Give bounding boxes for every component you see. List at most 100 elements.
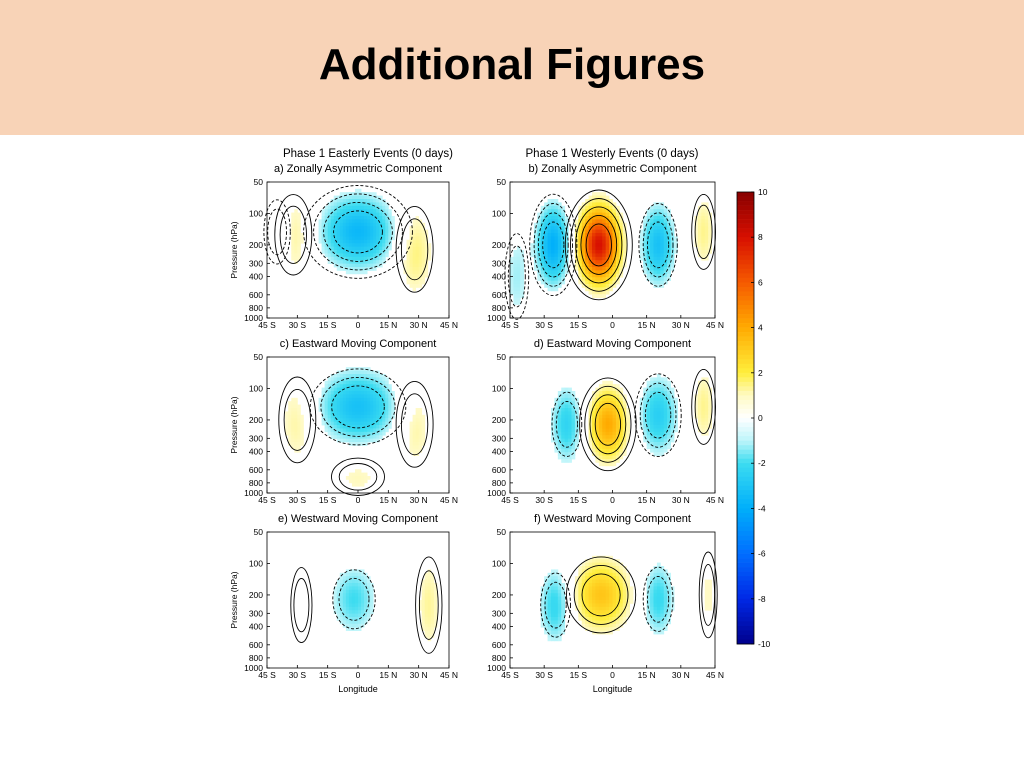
panel-title-c: c) Eastward Moving Component: [280, 338, 437, 350]
x-tick-label: 15 N: [379, 670, 397, 680]
y-tick-label: 400: [249, 271, 263, 281]
contours-c: [278, 368, 434, 496]
column-title-right: Phase 1 Westerly Events (0 days): [526, 148, 699, 160]
y-tick-label: 300: [492, 608, 506, 618]
shading-a: [291, 188, 432, 292]
x-tick-label: 45 S: [501, 495, 519, 505]
panels: a) Zonally Asymmetric Component 50 100 200 3…: [229, 163, 724, 694]
x-tick-label: 30 S: [289, 495, 307, 505]
x-tick-label: 45 S: [258, 670, 276, 680]
x-tick-label: 15 N: [379, 495, 397, 505]
slide-title: Additional Figures: [318, 40, 706, 89]
y-tick-label: 50: [254, 352, 264, 362]
x-axis-label: Longitude: [338, 684, 378, 694]
x-tick-label: 30 S: [535, 320, 553, 330]
y-axis-label: Pressure (hPa): [229, 396, 239, 453]
y-tick-label: 400: [249, 621, 263, 631]
y-tick-label: 100: [492, 383, 506, 393]
x-tick-label: 15 S: [570, 320, 588, 330]
x-tick-label: 45 S: [501, 320, 519, 330]
x-tick-label: 30 S: [535, 670, 553, 680]
x-tick-label: 45 N: [706, 495, 724, 505]
x-tick-label: 15 S: [570, 670, 588, 680]
y-tick-label: 800: [492, 303, 506, 313]
contours-a: [263, 185, 434, 293]
y-tick-label: 100: [249, 208, 263, 218]
y-tick-label: 600: [492, 290, 506, 300]
y-tick-label: 100: [249, 558, 263, 568]
colorbar-tick-label: 4: [758, 323, 763, 333]
y-tick-label: 100: [492, 558, 506, 568]
x-tick-label: 0: [356, 495, 361, 505]
colorbar-tick-label: 6: [758, 277, 763, 287]
y-tick-label: 50: [254, 527, 264, 537]
y-tick-label: 600: [249, 290, 263, 300]
y-tick-label: 300: [249, 433, 263, 443]
y-tick-label: 50: [497, 527, 507, 537]
y-tick-label: 800: [249, 478, 263, 488]
x-tick-label: 30 S: [289, 320, 307, 330]
column-title-left: Phase 1 Easterly Events (0 days): [283, 148, 453, 160]
y-axis-label: Pressure (hPa): [229, 221, 239, 278]
x-tick-label: 30 N: [410, 670, 428, 680]
y-tick-label: 400: [492, 271, 506, 281]
x-axis-label: Longitude: [593, 684, 633, 694]
contours-f: [540, 551, 718, 639]
y-axis-label: Pressure (hPa): [229, 571, 239, 628]
figure-svg: Phase 1 Easterly Events (0 days) Phase 1…: [229, 148, 771, 694]
shading-c: [285, 367, 426, 487]
y-tick-label: 1000: [487, 488, 506, 498]
colorbar-tick-label: 2: [758, 368, 763, 378]
x-tick-label: 0: [610, 320, 615, 330]
panel-c: c) Eastward Moving Component 50 100 200 300 4…: [229, 338, 458, 505]
colorbar-tick-label: -4: [758, 503, 766, 513]
y-tick-label: 600: [492, 465, 506, 475]
x-tick-label: 30 N: [410, 495, 428, 505]
y-tick-label: 1000: [487, 313, 506, 323]
panel-title-e: e) Westward Moving Component: [278, 513, 438, 525]
x-tick-label: 45 N: [706, 320, 724, 330]
y-tick-label: 800: [249, 653, 263, 663]
x-tick-label: 45 N: [706, 670, 724, 680]
x-tick-label: 15 N: [638, 320, 656, 330]
colorbar-tick-label: 10: [758, 187, 768, 197]
y-tick-label: 400: [492, 446, 506, 456]
figure: Phase 1 Easterly Events (0 days) Phase 1…: [0, 135, 1024, 768]
y-tick-label: 50: [254, 177, 264, 187]
x-tick-label: 45 N: [440, 495, 458, 505]
y-tick-label: 200: [492, 240, 506, 250]
x-tick-label: 15 N: [638, 670, 656, 680]
x-tick-label: 0: [356, 670, 361, 680]
shading-d: [551, 374, 712, 467]
y-tick-label: 600: [249, 465, 263, 475]
x-tick-label: 45 N: [440, 320, 458, 330]
panel-title-b: b) Zonally Asymmetric Component: [528, 163, 696, 175]
x-tick-label: 15 N: [379, 320, 397, 330]
y-tick-label: 1000: [244, 663, 263, 673]
y-tick-label: 200: [249, 590, 263, 600]
y-tick-label: 300: [249, 258, 263, 268]
y-tick-label: 50: [497, 352, 507, 362]
panel-title-a: a) Zonally Asymmetric Component: [274, 163, 442, 175]
x-tick-label: 45 S: [258, 320, 276, 330]
x-tick-label: 30 N: [410, 320, 428, 330]
colorbar-tick-label: 8: [758, 232, 763, 242]
x-tick-label: 15 S: [319, 670, 337, 680]
y-tick-label: 300: [249, 608, 263, 618]
x-tick-label: 0: [610, 670, 615, 680]
colorbar: 10 8 6 4 2 0 -2 -4 -6 -8 -10: [736, 187, 771, 649]
panel-title-f: f) Westward Moving Component: [534, 513, 691, 525]
x-tick-label: 30 S: [289, 670, 307, 680]
x-tick-label: 15 N: [638, 495, 656, 505]
colorbar-tick-label: -8: [758, 594, 766, 604]
x-tick-label: 15 S: [319, 320, 337, 330]
panel-e: e) Westward Moving Component 50 100 200 300 4…: [229, 513, 458, 694]
x-tick-label: 15 S: [570, 495, 588, 505]
x-tick-label: 0: [610, 495, 615, 505]
y-tick-label: 200: [249, 415, 263, 425]
panel-title-d: d) Eastward Moving Component: [534, 338, 691, 350]
colorbar-tick-label: 0: [758, 413, 763, 423]
x-tick-label: 45 S: [258, 495, 276, 505]
contours-d: [551, 368, 716, 472]
y-tick-label: 800: [492, 478, 506, 488]
